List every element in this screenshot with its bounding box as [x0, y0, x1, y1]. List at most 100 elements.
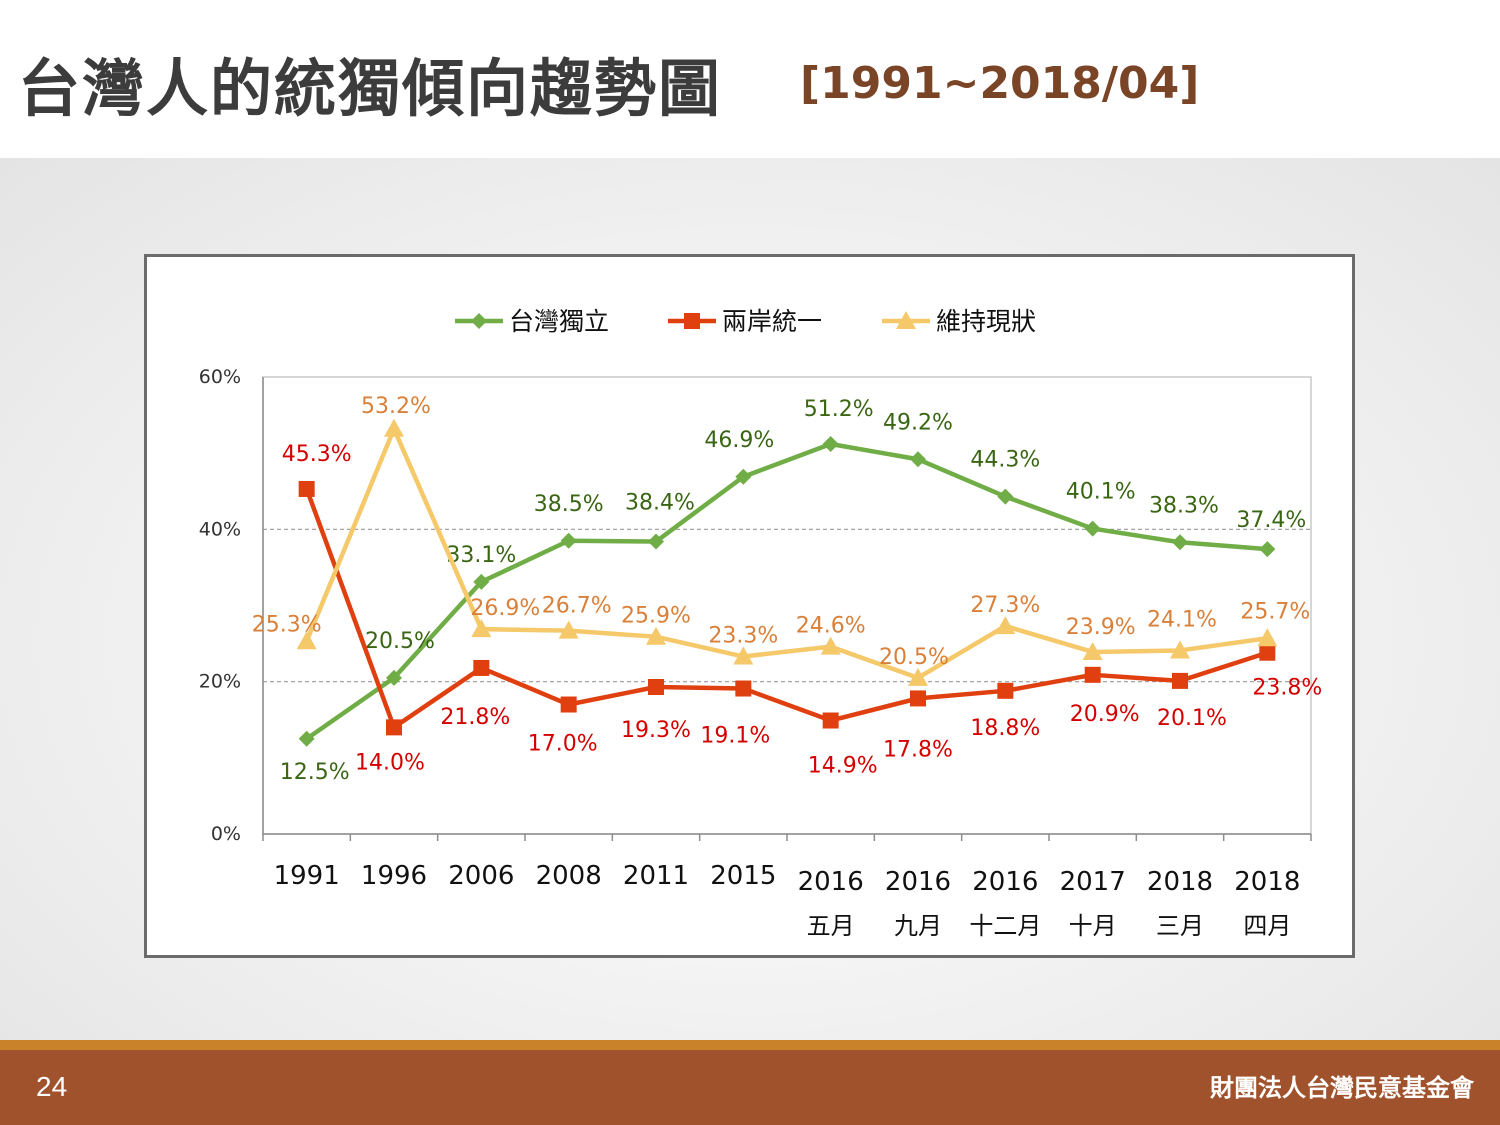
- data-label: 53.2%: [361, 394, 431, 419]
- data-point: [684, 313, 700, 329]
- x-tick-label: 十二月: [969, 912, 1041, 940]
- data-label: 24.1%: [1147, 607, 1217, 632]
- chart-frame: [144, 254, 1355, 958]
- y-tick-label: 60%: [199, 366, 241, 388]
- x-tick-label: 2016: [798, 867, 864, 897]
- x-tick-label: 2008: [536, 861, 602, 891]
- data-label: 37.4%: [1236, 508, 1306, 533]
- data-point: [558, 620, 579, 639]
- data-point: [560, 696, 577, 713]
- data-point: [1172, 672, 1188, 689]
- data-label: 23.9%: [1066, 615, 1136, 640]
- data-label: 25.7%: [1240, 599, 1310, 624]
- data-point: [646, 626, 666, 645]
- x-tick-label: 1996: [361, 861, 427, 891]
- legend-label: 兩岸統一: [722, 307, 822, 336]
- x-tick-label: 2018: [1147, 867, 1213, 897]
- data-label: 26.7%: [542, 594, 612, 619]
- data-label: 20.9%: [1070, 702, 1140, 727]
- x-tick-label: 2018: [1234, 867, 1300, 897]
- data-label: 20.5%: [365, 629, 435, 654]
- data-label: 45.3%: [282, 442, 352, 467]
- data-label: 21.8%: [440, 705, 510, 730]
- footer-accent-line: [0, 1040, 1500, 1050]
- series-2: 45.3% 14.0% 21.8% 17.0% 19.3% 19.1% 14.9%17.8%…: [282, 442, 1323, 779]
- data-point: [473, 573, 490, 590]
- data-point: [822, 712, 839, 729]
- data-label: 20.1%: [1157, 706, 1227, 731]
- data-point: [822, 436, 839, 453]
- page-number: 24: [36, 1071, 68, 1102]
- data-point: [910, 451, 926, 468]
- data-label: 23.8%: [1252, 676, 1322, 701]
- data-label: 44.3%: [970, 448, 1040, 473]
- data-point: [298, 480, 315, 497]
- data-label: 33.1%: [446, 543, 516, 568]
- data-point: [997, 682, 1014, 699]
- x-tick-label: 2006: [448, 861, 514, 891]
- data-point: [910, 690, 926, 707]
- data-label: 23.3%: [708, 624, 778, 649]
- data-point: [560, 532, 577, 549]
- data-point: [908, 667, 928, 686]
- series-1: 12.5% 20.5% 33.1% 38.5% 38.4% 46.9% 51.2% 49.2%…: [280, 397, 1307, 785]
- slide-title: 台灣人的統獨傾向趨勢圖: [18, 52, 723, 125]
- data-label: 20.5%: [879, 645, 949, 670]
- x-tick-label: 十月: [1069, 912, 1117, 940]
- data-point: [1084, 520, 1101, 537]
- x-tick-label: 1991: [274, 861, 340, 891]
- slide-header: 台灣人的統獨傾向趨勢圖 [1991~2018/04]: [0, 0, 1500, 158]
- data-label: 51.2%: [804, 397, 874, 422]
- data-label: 17.8%: [883, 737, 953, 762]
- data-point: [735, 468, 752, 485]
- series-line: [304, 426, 1270, 681]
- x-tick-label: 2017: [1060, 867, 1126, 897]
- organization-name: 財團法人台灣民意基金會: [1210, 1074, 1474, 1102]
- data-point: [386, 669, 402, 686]
- data-point: [471, 313, 487, 329]
- data-label: 38.5%: [534, 492, 604, 517]
- data-label: 19.3%: [621, 718, 691, 743]
- data-point: [733, 646, 754, 665]
- data-point: [473, 659, 490, 676]
- data-point: [896, 311, 916, 329]
- x-tick-label: 2015: [710, 861, 776, 891]
- data-label: 18.8%: [970, 716, 1040, 741]
- data-label: 14.9%: [808, 754, 878, 779]
- data-label: 40.1%: [1066, 480, 1136, 505]
- x-tick-label: 五月: [807, 912, 855, 940]
- x-tick-label: 2011: [623, 861, 689, 891]
- x-tick-label: 2016: [972, 867, 1038, 897]
- data-label: 49.2%: [883, 410, 953, 435]
- data-point: [384, 418, 404, 437]
- data-label: 38.3%: [1149, 493, 1219, 518]
- series-line: [304, 486, 1270, 730]
- data-label: 24.6%: [796, 614, 866, 639]
- legend-label: 台灣獨立: [509, 307, 609, 336]
- data-label: 14.0%: [355, 750, 425, 775]
- data-point: [997, 488, 1014, 505]
- data-point: [298, 730, 315, 747]
- data-label: 38.4%: [625, 491, 695, 516]
- data-point: [1257, 628, 1278, 647]
- slide-footer: [0, 1050, 1500, 1125]
- data-point: [471, 619, 492, 638]
- data-label: 19.1%: [700, 724, 770, 749]
- y-tick-label: 20%: [199, 671, 241, 693]
- x-tick-label: 三月: [1156, 912, 1204, 940]
- data-label: 25.3%: [252, 612, 322, 637]
- x-tick-label: 四月: [1243, 912, 1291, 940]
- data-point: [296, 631, 317, 650]
- y-tick-label: 0%: [211, 823, 241, 845]
- data-point: [648, 533, 664, 550]
- slide-subtitle: [1991~2018/04]: [800, 58, 1200, 109]
- data-point: [1259, 541, 1276, 558]
- data-label: 26.9%: [470, 596, 540, 621]
- data-label: 27.3%: [970, 593, 1040, 618]
- data-label: 46.9%: [704, 428, 774, 453]
- data-point: [820, 636, 841, 655]
- data-point: [1170, 640, 1190, 659]
- data-label: 17.0%: [528, 732, 598, 757]
- data-point: [735, 680, 752, 697]
